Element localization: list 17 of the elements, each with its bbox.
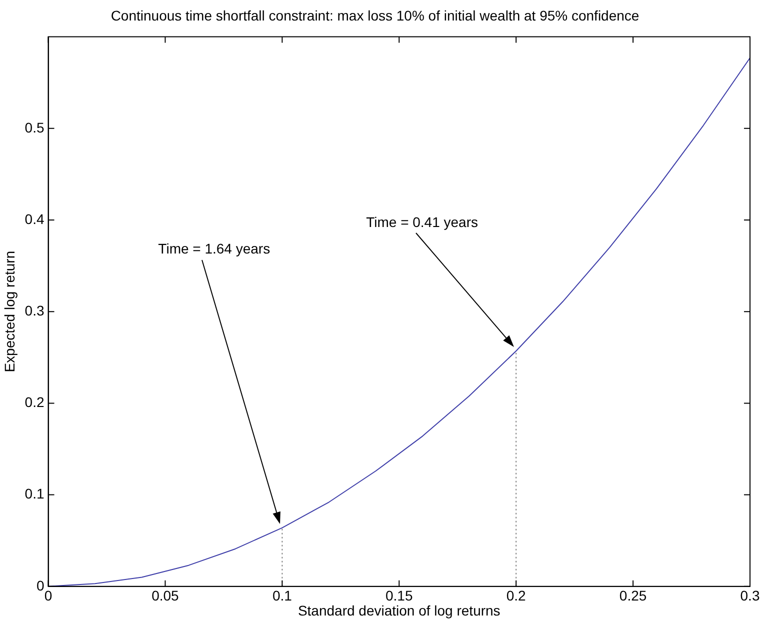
x-tick-label: 0.15 — [386, 588, 413, 604]
y-tick-label: 0 — [36, 577, 44, 594]
y-axis-title: Expected log return — [1, 250, 18, 372]
y-tick-label: 0.1 — [24, 486, 44, 502]
annotation: Time = 1.64 years — [158, 240, 270, 257]
x-tick-label: 0.25 — [619, 588, 647, 604]
x-tick-label: 0.05 — [152, 588, 180, 604]
x-tick-label: 0.2 — [506, 588, 526, 604]
x-axis-title: Standard deviation of log returns — [298, 602, 500, 618]
x-tick-label: 0.1 — [272, 588, 292, 604]
y-tick-label: 0.3 — [24, 302, 44, 318]
chart-title: Continuous time shortfall constraint: max loss 10% of initial wealth at 95% confidence — [110, 7, 640, 24]
annotation: Time = 0.41 years — [366, 214, 478, 230]
x-tick-label: 0.3 — [740, 588, 760, 604]
y-tick-label: 0.4 — [24, 210, 44, 227]
y-tick-label: 0.2 — [24, 394, 44, 410]
y-tick-label: 0.5 — [24, 119, 44, 136]
